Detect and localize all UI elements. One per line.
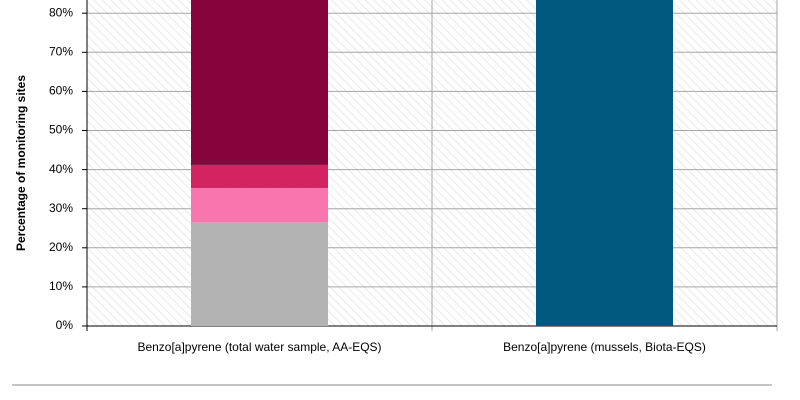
bar-segment	[536, 0, 673, 326]
y-tick-label: 0%	[56, 318, 74, 332]
y-axis-title: Percentage of monitoring sites	[14, 75, 28, 251]
bar-segment	[191, 164, 328, 188]
y-tick-label: 80%	[49, 5, 73, 19]
x-tick-label: Benzo[a]pyrene (total water sample, AA-E…	[137, 340, 381, 354]
x-tick-label: Benzo[a]pyrene (mussels, Biota-EQS)	[503, 340, 706, 354]
y-tick-label: 10%	[49, 279, 73, 293]
bar-segment	[191, 0, 328, 165]
bar-segment	[191, 187, 328, 223]
y-tick-label: 50%	[49, 123, 73, 137]
y-tick-label: 20%	[49, 240, 73, 254]
y-tick-label: 40%	[49, 162, 73, 176]
y-tick-label: 70%	[49, 44, 73, 58]
bar-segment	[191, 222, 328, 326]
y-tick-label: 30%	[49, 201, 73, 215]
y-tick-label: 60%	[49, 84, 73, 98]
